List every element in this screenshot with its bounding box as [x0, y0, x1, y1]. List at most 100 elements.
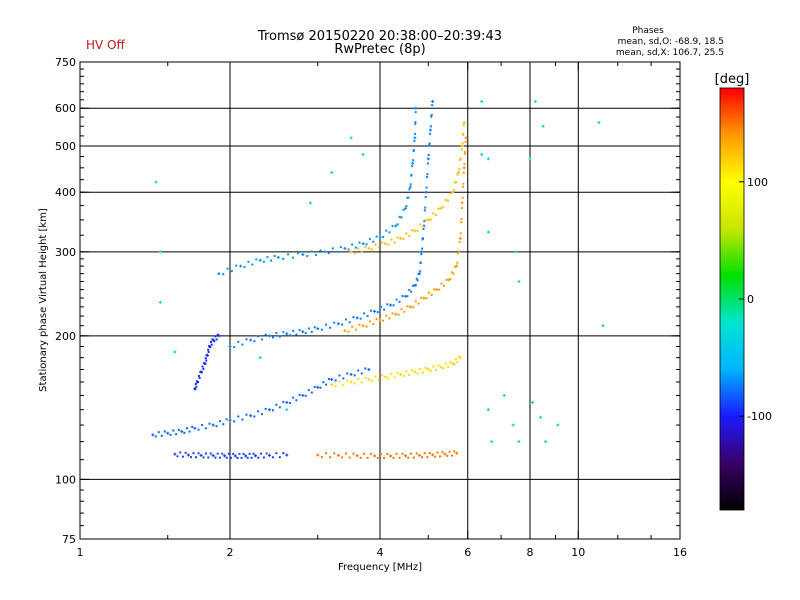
trace-dot	[426, 162, 429, 165]
trace-dot	[413, 139, 416, 142]
trace-dot	[428, 144, 431, 147]
data-point	[253, 454, 257, 458]
data-point	[211, 423, 215, 427]
data-point	[403, 206, 407, 210]
trace-dot	[357, 369, 360, 372]
trace-dot	[421, 247, 424, 250]
trace-dot	[432, 365, 435, 368]
trace-dot	[391, 225, 394, 228]
trace-dot	[222, 423, 225, 426]
trace-dot	[310, 391, 313, 394]
trace-dot	[247, 260, 250, 263]
trace-dot	[177, 428, 180, 431]
trace-dot	[459, 158, 462, 161]
trace-dot	[422, 228, 425, 231]
trace-dot	[307, 389, 310, 392]
trace-dot	[415, 277, 418, 280]
data-point	[217, 272, 221, 276]
trace-dot	[262, 260, 265, 263]
trace-dot	[310, 250, 313, 253]
data-point	[361, 152, 365, 156]
stats-o-line: mean, sd,O: -68.9, 18.5	[618, 37, 724, 47]
trace-dot	[412, 159, 415, 162]
trace-dot	[381, 241, 384, 244]
y-tick-label: 100	[55, 473, 76, 486]
trace-dot	[368, 238, 371, 241]
trace-dot	[210, 340, 213, 343]
trace-dot	[461, 142, 464, 145]
trace-dot	[278, 406, 281, 409]
data-point	[267, 453, 271, 457]
trace-dot	[462, 124, 465, 127]
trace-dot	[348, 321, 351, 324]
trace-dot	[211, 338, 214, 341]
data-point	[426, 157, 430, 161]
trace-dot	[432, 212, 435, 215]
data-point	[285, 400, 289, 404]
trace-dot	[352, 452, 355, 455]
trace-dot	[278, 456, 281, 459]
trace-dot	[235, 264, 238, 267]
data-point	[330, 383, 334, 387]
trace-dot	[409, 183, 412, 186]
data-point	[531, 400, 535, 404]
trace-dot	[411, 229, 414, 232]
trace-dot	[306, 255, 309, 258]
trace-dot	[307, 327, 310, 330]
trace-dot	[374, 375, 377, 378]
trace-dot	[175, 433, 178, 436]
trace-dot	[203, 362, 206, 365]
trace-dot	[463, 152, 466, 155]
trace-dot	[195, 385, 198, 388]
trace-dot	[395, 452, 398, 455]
colorbar-tick-label: -100	[747, 410, 772, 423]
data-point	[233, 454, 237, 458]
trace-dot	[407, 196, 410, 199]
trace-dot	[266, 256, 269, 259]
data-point	[601, 324, 605, 328]
trace-dot	[425, 175, 428, 178]
data-point	[480, 152, 484, 156]
y-axis-label: Stationary phase Virtual Height [km]	[38, 208, 49, 392]
data-point	[180, 430, 184, 434]
data-point	[383, 375, 387, 379]
trace-dot	[440, 282, 443, 285]
trace-dot	[344, 318, 347, 321]
hv-status-label: HV Off	[86, 38, 125, 52]
trace-dot	[250, 456, 253, 459]
trace-dot	[396, 371, 399, 374]
trace-dot	[344, 452, 347, 455]
trace-dot	[405, 232, 408, 235]
data-point	[439, 206, 443, 210]
trace-dot	[457, 250, 460, 253]
trace-dot	[334, 379, 337, 382]
trace-dot	[207, 456, 210, 459]
data-point	[426, 218, 430, 222]
trace-dot	[218, 456, 221, 459]
trace-dot	[388, 317, 391, 320]
data-point	[462, 121, 466, 125]
trace-dot	[327, 252, 330, 255]
trace-dot	[198, 376, 201, 379]
trace-dot	[436, 451, 439, 454]
data-point	[539, 415, 543, 419]
trace-dot	[458, 168, 461, 171]
data-point	[517, 279, 521, 283]
data-point	[276, 255, 280, 259]
trace-dot	[201, 423, 204, 426]
trace-dot	[342, 377, 345, 380]
trace-dot	[341, 456, 344, 459]
data-point	[330, 377, 334, 381]
chart-title: Tromsø 20150220 20:38:00–20:39:43	[257, 29, 502, 44]
trace-dot	[420, 253, 423, 256]
chart-subtitle: RwPretec (8p)	[334, 42, 425, 57]
trace-dot	[208, 422, 211, 425]
x-axis-label: Frequency [MHz]	[338, 562, 422, 573]
trace-dot	[298, 329, 301, 332]
trace-dot	[370, 309, 373, 312]
trace-dot	[390, 372, 393, 375]
data-point	[514, 250, 518, 254]
trace-dot	[233, 420, 236, 423]
trace-dot	[251, 263, 254, 266]
trace-dot	[410, 452, 413, 455]
